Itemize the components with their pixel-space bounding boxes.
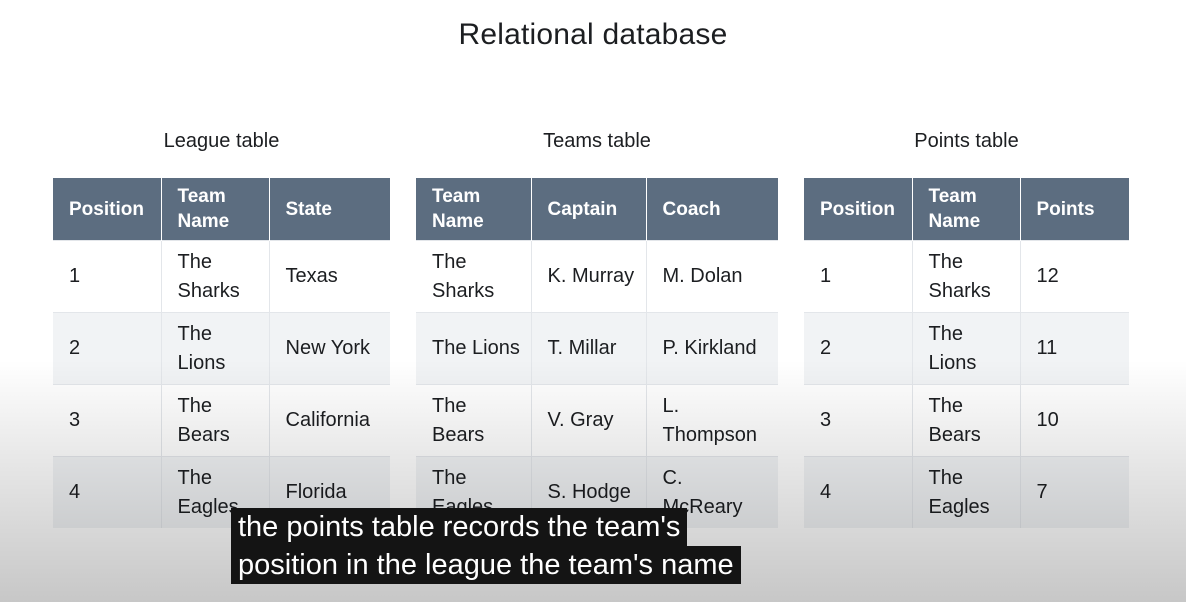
teams-table: Team Name Captain Coach The Sharks K. Mu… <box>416 178 778 528</box>
table-cell: T. Millar <box>531 312 647 385</box>
table-cell: 11 <box>1020 312 1129 385</box>
table-cell: The Sharks <box>161 240 270 313</box>
table-row: 3 The Bears California <box>53 384 390 457</box>
table-row: The Lions T. Millar P. Kirkland <box>416 312 778 385</box>
league-table: Position Team Name State 1 The Sharks Te… <box>53 178 390 528</box>
column-header: State <box>269 178 390 241</box>
table-header-row: Position Team Name Points <box>804 178 1129 241</box>
table-cell: The Bears <box>161 384 270 457</box>
column-header: Team Name <box>416 178 532 241</box>
teams-table-caption: Teams table <box>543 130 651 152</box>
column-header: Coach <box>646 178 778 241</box>
table-header-row: Team Name Captain Coach <box>416 178 778 241</box>
table-cell: 4 <box>53 456 162 528</box>
column-header: Team Name <box>912 178 1021 241</box>
table-row: 2 The Lions 11 <box>804 312 1129 385</box>
points-table-caption: Points table <box>914 130 1019 152</box>
table-cell: K. Murray <box>531 240 647 313</box>
table-row: 1 The Sharks 12 <box>804 240 1129 313</box>
table-header-row: Position Team Name State <box>53 178 390 241</box>
table-cell: Texas <box>269 240 390 313</box>
table-cell: 1 <box>804 240 913 313</box>
table-cell: The Lions <box>416 312 532 385</box>
table-cell: 2 <box>804 312 913 385</box>
table-cell: 4 <box>804 456 913 528</box>
column-header: Captain <box>531 178 647 241</box>
table-row: 2 The Lions New York <box>53 312 390 385</box>
table-cell: 3 <box>804 384 913 457</box>
column-header: Position <box>804 178 913 241</box>
video-subtitle: the points table records the team's posi… <box>231 508 741 584</box>
table-row: The Bears V. Gray L. Thompson <box>416 384 778 457</box>
table-cell: The Lions <box>912 312 1021 385</box>
column-header: Position <box>53 178 162 241</box>
table-cell: The Bears <box>912 384 1021 457</box>
table-row: The Sharks K. Murray M. Dolan <box>416 240 778 313</box>
table-cell: The Sharks <box>912 240 1021 313</box>
table-cell: California <box>269 384 390 457</box>
table-cell: 7 <box>1020 456 1129 528</box>
table-cell: 12 <box>1020 240 1129 313</box>
table-cell: M. Dolan <box>646 240 778 313</box>
table-cell: The Lions <box>161 312 270 385</box>
table-row: 3 The Bears 10 <box>804 384 1129 457</box>
table-cell: New York <box>269 312 390 385</box>
subtitle-line-2: position in the league the team's name <box>231 546 741 584</box>
column-header: Points <box>1020 178 1129 241</box>
league-table-block: League table Position Team Name State 1 … <box>53 128 390 528</box>
points-table-block: Points table Position Team Name Points 1… <box>804 128 1129 528</box>
subtitle-line-1: the points table records the team's <box>231 508 688 546</box>
table-cell: 10 <box>1020 384 1129 457</box>
table-cell: L. Thompson <box>646 384 778 457</box>
slide-title: Relational database <box>458 18 728 51</box>
table-cell: P. Kirkland <box>646 312 778 385</box>
table-cell: The Bears <box>416 384 532 457</box>
league-table-caption: League table <box>163 130 280 152</box>
table-cell: 2 <box>53 312 162 385</box>
table-cell: 3 <box>53 384 162 457</box>
column-header: Team Name <box>161 178 270 241</box>
table-cell: The Sharks <box>416 240 532 313</box>
table-row: 1 The Sharks Texas <box>53 240 390 313</box>
points-table: Position Team Name Points 1 The Sharks 1… <box>804 178 1129 528</box>
table-row: 4 The Eagles 7 <box>804 456 1129 528</box>
table-cell: V. Gray <box>531 384 647 457</box>
table-cell: 1 <box>53 240 162 313</box>
table-cell: The Eagles <box>912 456 1021 528</box>
teams-table-block: Teams table Team Name Captain Coach The … <box>416 128 778 528</box>
